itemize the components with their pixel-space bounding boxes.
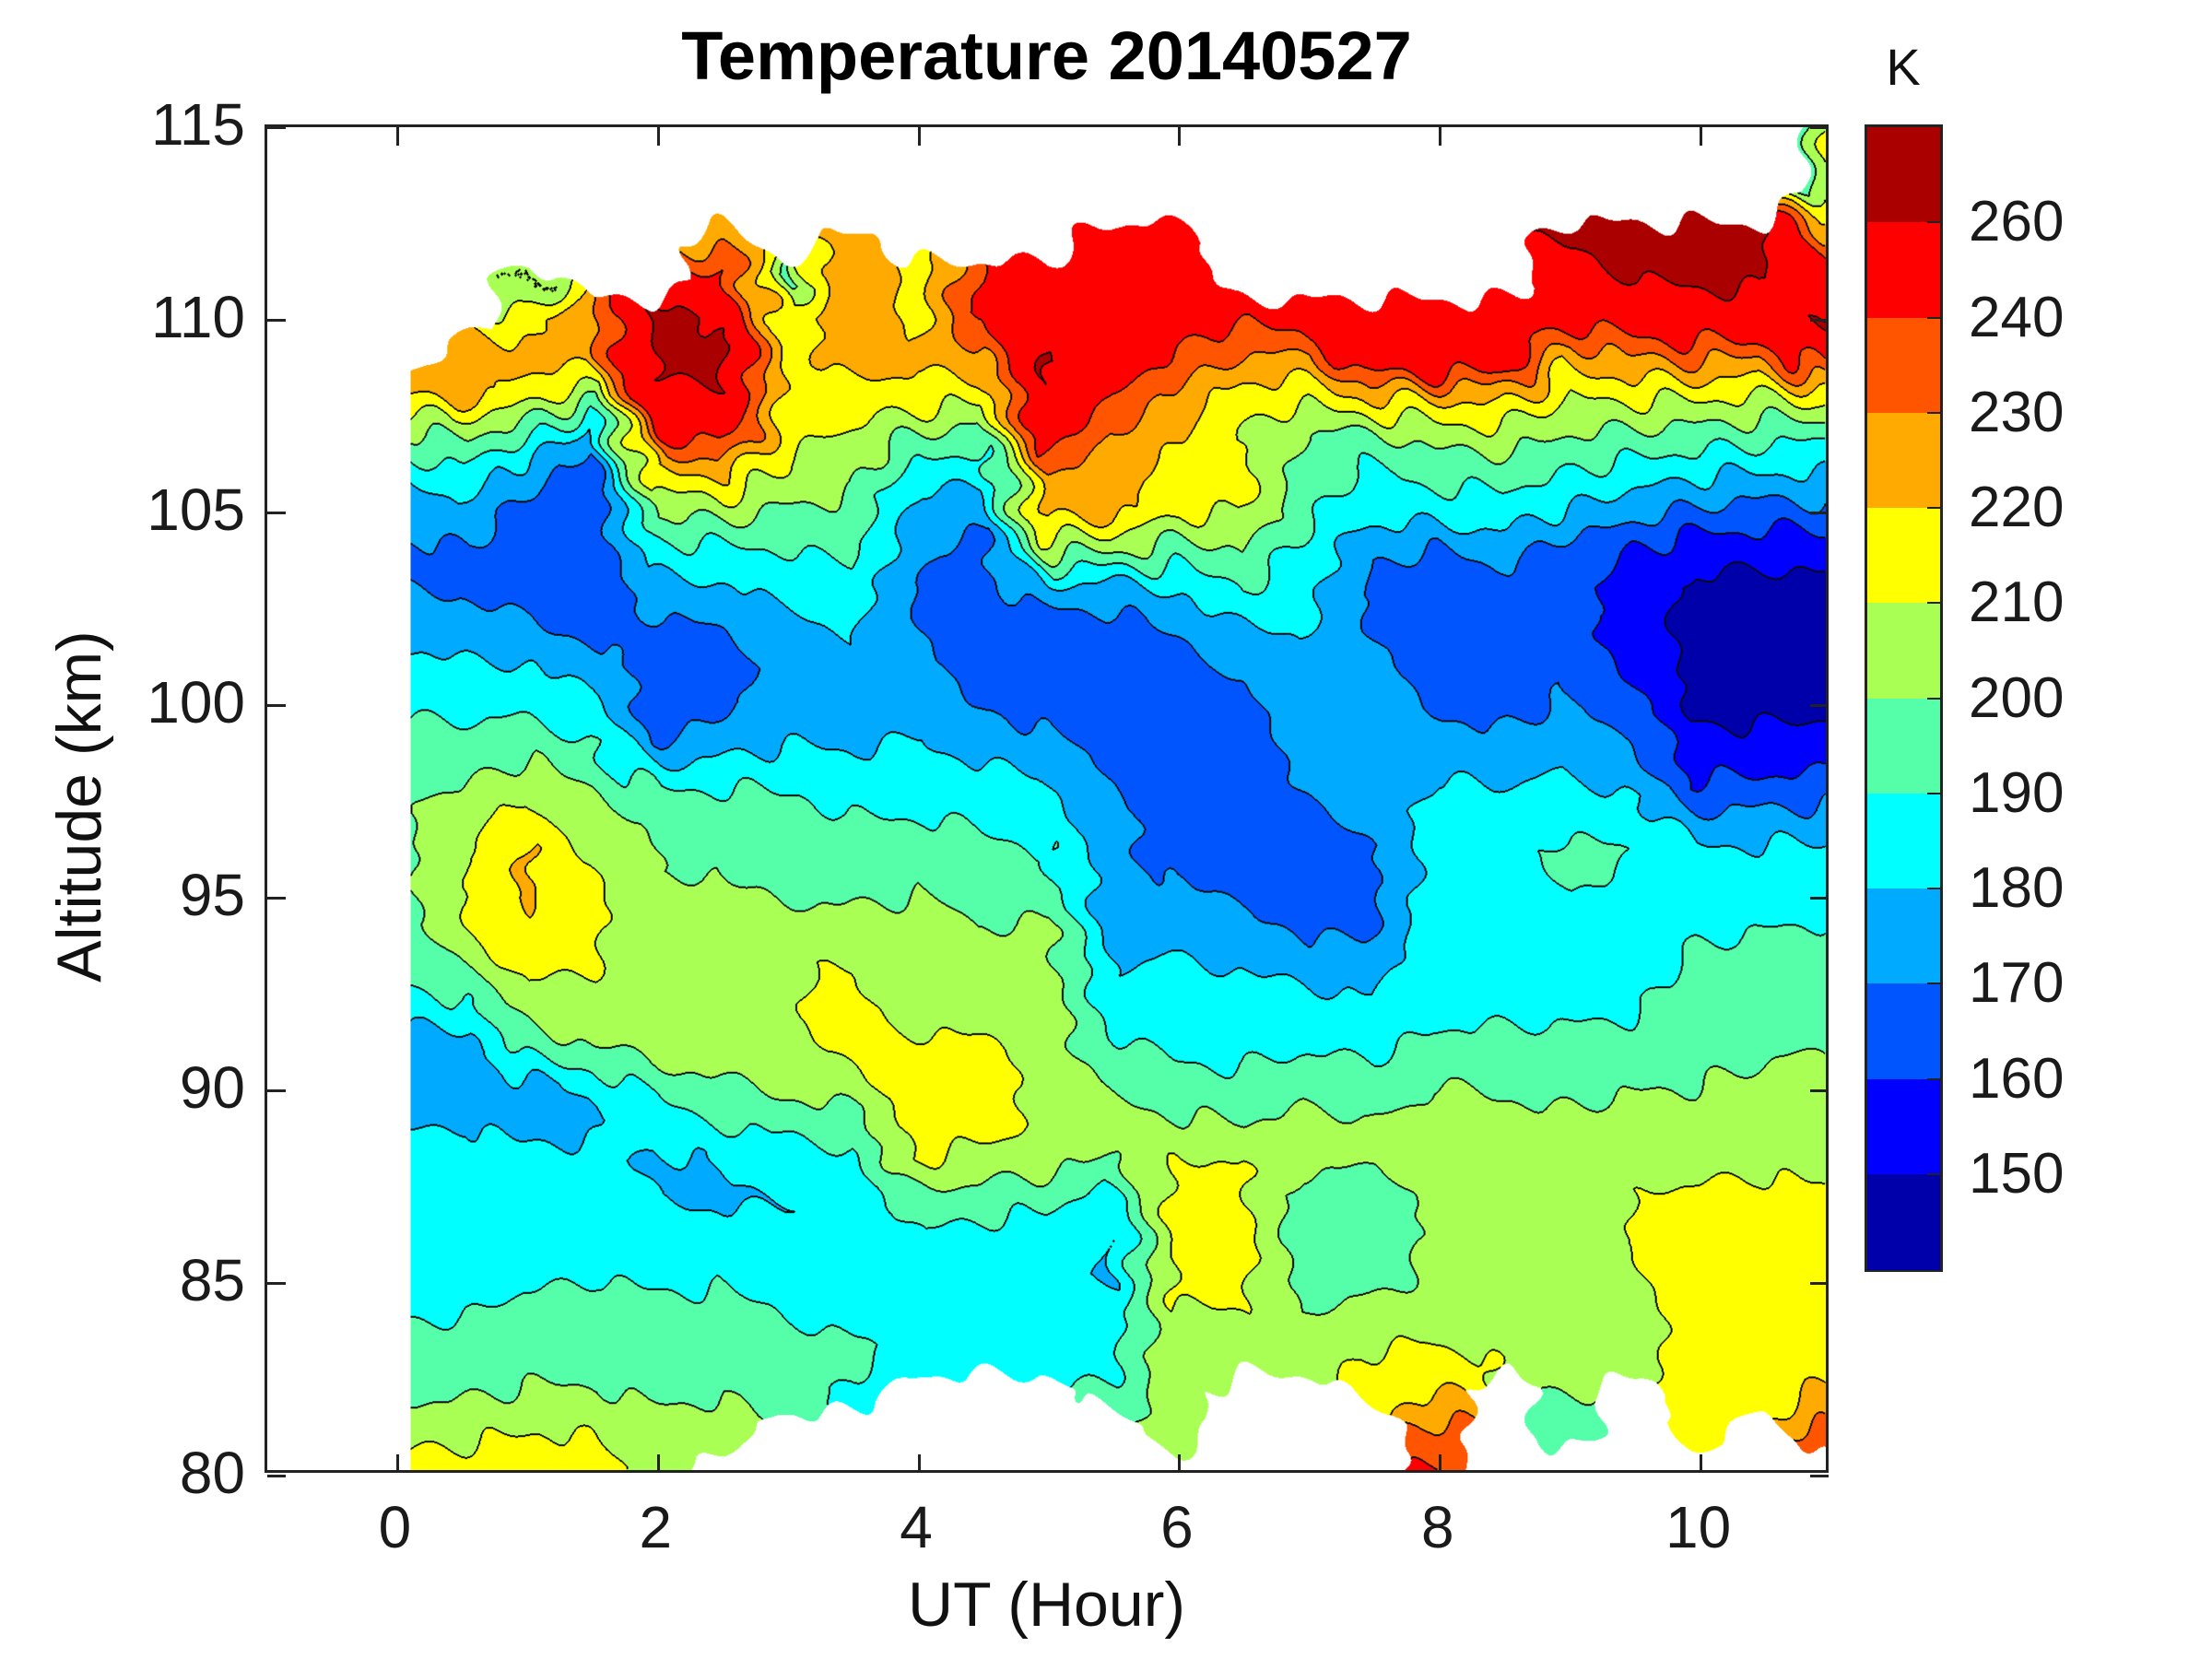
y-axis-tick — [267, 1281, 286, 1285]
plot-title: Temperature 20140527 — [681, 18, 1412, 94]
colorbar-segment — [1867, 698, 1940, 794]
x-tick-label: 4 — [900, 1494, 933, 1560]
colorbar-tick — [1927, 411, 1940, 414]
colorbar-segment — [1867, 983, 1940, 1079]
colorbar-segment — [1867, 888, 1940, 984]
colorbar-tick — [1927, 507, 1940, 509]
y-axis-label: Altitude (km) — [44, 630, 114, 982]
x-axis-tick — [917, 127, 921, 146]
x-axis-tick — [656, 1454, 660, 1473]
y-tick-label: 85 — [179, 1247, 245, 1313]
y-tick-label: 90 — [179, 1054, 245, 1121]
colorbar-segment — [1867, 1078, 1940, 1175]
colorbar-tick-label: 260 — [1969, 190, 2065, 254]
y-tick-label: 100 — [147, 669, 245, 735]
colorbar-title: K — [1886, 38, 1921, 96]
colorbar-tick-label: 160 — [1969, 1046, 2065, 1111]
contour-plot-canvas — [267, 127, 1826, 1470]
x-axis-label: UT (Hour) — [908, 1570, 1185, 1640]
colorbar-tick-label: 170 — [1969, 951, 2065, 1016]
x-axis-tick — [1178, 127, 1182, 146]
colorbar-tick-label: 240 — [1969, 285, 2065, 349]
x-axis-tick — [1439, 1454, 1442, 1473]
colorbar-tick — [1927, 982, 1940, 985]
y-axis-tick — [1810, 703, 1829, 707]
colorbar-tick — [1927, 316, 1940, 319]
colorbar-tick — [1927, 888, 1940, 889]
colorbar-tick-label: 200 — [1969, 665, 2065, 730]
x-tick-label: 2 — [639, 1494, 673, 1560]
colorbar-segment — [1867, 127, 1940, 223]
colorbar-segment — [1867, 317, 1940, 414]
y-tick-label: 95 — [179, 862, 245, 928]
colorbar-segment — [1867, 1173, 1940, 1270]
colorbar-segment — [1867, 508, 1940, 604]
y-axis-tick — [1810, 318, 1829, 322]
x-tick-label: 10 — [1665, 1494, 1732, 1560]
x-tick-label: 0 — [378, 1494, 412, 1560]
y-axis-tick — [1810, 1088, 1829, 1092]
x-tick-label: 8 — [1420, 1494, 1454, 1560]
y-axis-tick — [267, 1088, 286, 1092]
colorbar-tick — [1927, 1077, 1940, 1080]
y-tick-label: 80 — [179, 1440, 245, 1506]
y-tick-label: 115 — [150, 91, 245, 158]
colorbar — [1865, 124, 1943, 1272]
y-axis-tick — [1810, 125, 1829, 129]
colorbar-tick — [1927, 1172, 1940, 1175]
colorbar-segment — [1867, 793, 1940, 889]
colorbar-segment — [1867, 412, 1940, 509]
plot-area — [265, 124, 1829, 1477]
x-tick-label: 6 — [1160, 1494, 1194, 1560]
y-axis-tick — [1810, 1474, 1829, 1477]
x-axis-tick — [395, 1454, 399, 1473]
y-axis-tick — [1810, 511, 1829, 514]
x-axis-tick — [1700, 127, 1703, 146]
y-axis-tick — [267, 703, 286, 707]
y-axis-tick — [1810, 1281, 1829, 1285]
y-axis-tick — [267, 125, 286, 129]
colorbar-tick-label: 190 — [1969, 760, 2065, 825]
y-axis-tick — [267, 1474, 286, 1477]
x-axis-tick — [917, 1454, 921, 1473]
y-axis-tick — [1810, 896, 1829, 900]
y-axis-tick — [267, 896, 286, 900]
x-axis-tick — [656, 127, 660, 146]
colorbar-tick — [1927, 221, 1940, 224]
x-axis-tick — [1439, 127, 1442, 146]
colorbar-tick-label: 220 — [1969, 476, 2065, 539]
colorbar-segment — [1867, 603, 1940, 699]
y-tick-label: 105 — [147, 477, 245, 543]
x-axis-tick — [395, 127, 399, 146]
x-axis-tick — [1700, 1454, 1703, 1473]
x-axis-tick — [1178, 1454, 1182, 1473]
colorbar-tick-label: 150 — [1969, 1141, 2065, 1206]
colorbar-tick — [1927, 697, 1940, 700]
y-axis-tick — [267, 318, 286, 322]
colorbar-segment — [1867, 222, 1940, 318]
colorbar-tick-label: 180 — [1969, 856, 2065, 920]
colorbar-tick — [1927, 602, 1940, 605]
colorbar-tick-label: 230 — [1969, 380, 2065, 444]
colorbar-tick — [1927, 792, 1940, 794]
y-axis-tick — [267, 511, 286, 514]
y-tick-label: 110 — [150, 284, 245, 350]
colorbar-tick-label: 210 — [1969, 571, 2065, 635]
